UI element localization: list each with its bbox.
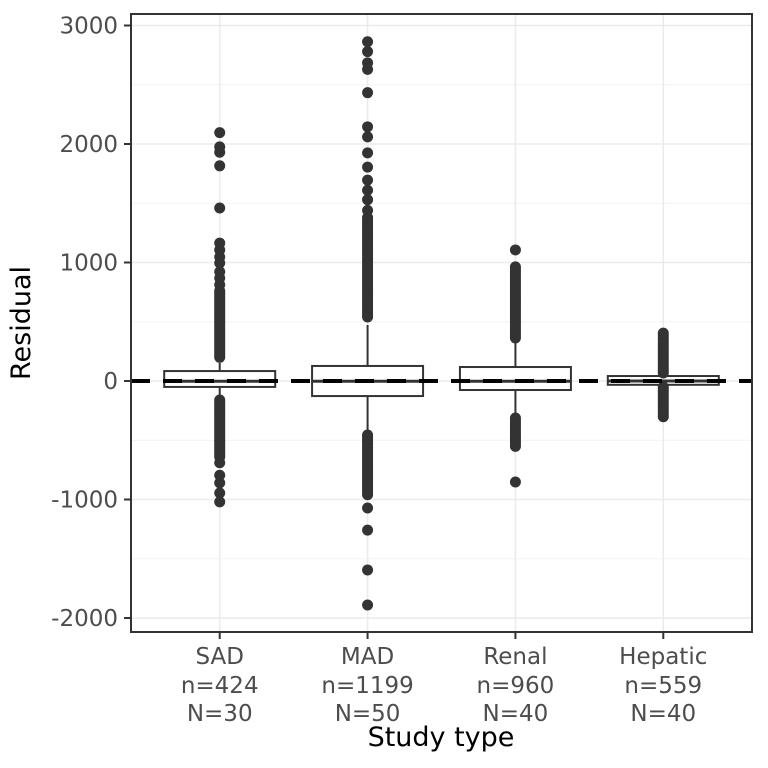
y-tick-label: 1000 [59, 251, 118, 277]
y-tick-label: 0 [103, 369, 118, 395]
x-tick-label: N=50 [335, 701, 401, 727]
x-tick-label: n=960 [477, 673, 555, 699]
x-axis-title: Study type [368, 722, 515, 753]
x-tick-label: N=40 [483, 701, 549, 727]
x-tick-label: N=40 [630, 701, 696, 727]
y-axis-title: Residual [6, 266, 37, 380]
y-tick-label: 3000 [59, 14, 118, 40]
x-tick-label: n=424 [181, 673, 259, 699]
x-tick-label: Hepatic [619, 644, 707, 670]
y-tick-label: -1000 [51, 488, 118, 514]
x-tick-label: MAD [341, 644, 394, 670]
y-tick-label: 2000 [59, 132, 118, 158]
x-tick-label: SAD [195, 644, 243, 670]
x-tick-label: Renal [483, 644, 547, 670]
x-tick-label: n=559 [624, 673, 702, 699]
boxplots [163, 36, 720, 611]
panel-border [130, 13, 753, 633]
x-tick-label: N=30 [187, 701, 253, 727]
x-tick-label: n=1199 [321, 673, 413, 699]
y-tick-label: -2000 [51, 606, 118, 632]
